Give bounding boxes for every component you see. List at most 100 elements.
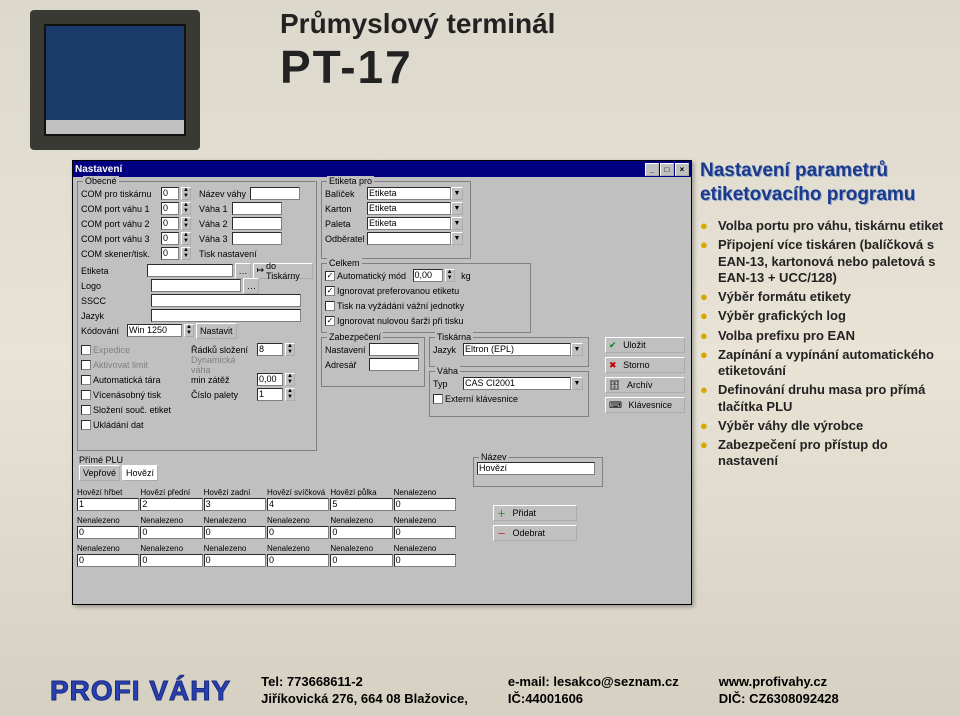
chk-Složení souč. etiket[interactable] bbox=[81, 405, 91, 415]
bullet-1: Připojení více tiskáren (balíčková s EAN… bbox=[700, 237, 950, 286]
btn-klavesnice[interactable]: ⌨ Klávesnice bbox=[605, 397, 685, 413]
logo-browse[interactable]: … bbox=[243, 278, 259, 294]
label-logo: Logo bbox=[81, 281, 149, 291]
group-celkem-title: Celkem bbox=[327, 258, 362, 268]
input-auto-mod[interactable]: 0,00 bbox=[413, 269, 443, 282]
bullet-6: Definování druhu masa pro přímá tlačítka… bbox=[700, 382, 950, 415]
plu-cell[interactable]: 0 bbox=[77, 554, 139, 567]
obecne-val2-1[interactable] bbox=[232, 202, 282, 215]
input-nazev[interactable]: Hovězí bbox=[477, 462, 595, 475]
plu-cell[interactable]: 0 bbox=[204, 554, 266, 567]
chk-Ukládání dat[interactable] bbox=[81, 420, 91, 430]
footer: PROFI VÁHY Tel: 773668611-2 Jiříkovická … bbox=[0, 674, 960, 708]
plu-cell[interactable]: 0 bbox=[77, 526, 139, 539]
group-nazev-title: Název bbox=[479, 452, 509, 462]
obecne-spin-1[interactable]: ▲▼ bbox=[181, 202, 191, 215]
obecne-val2-3[interactable] bbox=[232, 232, 282, 245]
plu-cell[interactable]: 0 bbox=[267, 554, 329, 567]
input-jazyk[interactable] bbox=[151, 309, 301, 322]
plu-cell[interactable]: 0 bbox=[330, 554, 392, 567]
combo-etpro-3[interactable]: ▼ bbox=[367, 232, 463, 245]
input-sscc[interactable] bbox=[151, 294, 301, 307]
btn-pridat[interactable]: ＋ Přidat bbox=[493, 505, 577, 521]
plu-cell[interactable]: 3 bbox=[204, 498, 266, 511]
footer-logo: PROFI VÁHY bbox=[50, 675, 231, 707]
plu-cell[interactable]: 5 bbox=[330, 498, 392, 511]
obecne-val2-0[interactable] bbox=[250, 187, 300, 200]
obecne-val-3[interactable]: 0 bbox=[161, 232, 179, 245]
combo-etpro-2[interactable]: Etiketa▼ bbox=[367, 217, 463, 230]
close-button[interactable]: × bbox=[675, 163, 689, 176]
input-etiketa[interactable] bbox=[147, 264, 232, 277]
btn-nastavit[interactable]: Nastavit bbox=[196, 323, 237, 339]
auto-mod-spinner[interactable]: ▲▼ bbox=[445, 269, 455, 282]
obecne-val-2[interactable]: 0 bbox=[161, 217, 179, 230]
etiketa-browse[interactable]: … bbox=[235, 263, 251, 279]
inp-min zátěž[interactable]: 0,00 bbox=[257, 373, 283, 386]
plu-cell[interactable]: 0 bbox=[394, 526, 456, 539]
btn-do-tiskarny[interactable]: ↦ do Tiskárny bbox=[253, 263, 314, 279]
chk-Automatická tára[interactable] bbox=[81, 375, 91, 385]
chk-ignore-pref[interactable]: ✓ bbox=[325, 286, 335, 296]
obecne-label-1: COM port váhu 1 bbox=[81, 204, 159, 214]
plu-cell[interactable]: 2 bbox=[140, 498, 202, 511]
combo-etpro-0[interactable]: Etiketa▼ bbox=[367, 187, 463, 200]
plu-grid: Hovězí hřbetHovězí předníHovězí zadníHov… bbox=[77, 487, 457, 567]
obecne-val2-2[interactable] bbox=[232, 217, 282, 230]
btn-archiv[interactable]: 🗄 Archív bbox=[605, 377, 685, 393]
inp-Číslo palety[interactable]: 1 bbox=[257, 388, 283, 401]
group-zabezpeceni: Zabezpečení Nastavení Adresář bbox=[321, 337, 425, 387]
plu-tab-hovezi[interactable]: Hovězí bbox=[122, 465, 158, 481]
input-kodovani[interactable]: Win 1250 bbox=[127, 324, 182, 337]
obecne-spin-4[interactable]: ▲▼ bbox=[181, 247, 191, 260]
plu-tab-veprove[interactable]: Vepřové bbox=[79, 465, 120, 481]
plu-cell[interactable]: 0 bbox=[140, 526, 202, 539]
side-heading-1: Nastavení parametrů bbox=[700, 160, 950, 182]
chk-Vícenásobný tisk[interactable] bbox=[81, 390, 91, 400]
btn-ulozit[interactable]: ✔ Uložit bbox=[605, 337, 685, 353]
combo-tiskarna-jazyk[interactable]: Eltron (EPL)▼ bbox=[463, 343, 583, 356]
kodovani-spinner[interactable]: ▲▼ bbox=[184, 324, 194, 337]
plu-cell[interactable]: 0 bbox=[394, 498, 456, 511]
chk-auto-mod[interactable]: ✓ bbox=[325, 271, 335, 281]
chk-ignore-nul[interactable]: ✓ bbox=[325, 316, 335, 326]
minimize-button[interactable]: _ bbox=[645, 163, 659, 176]
obecne-val-4[interactable]: 0 bbox=[161, 247, 179, 260]
obecne-val-0[interactable]: 0 bbox=[161, 187, 179, 200]
label-kodovani: Kódování bbox=[81, 326, 125, 336]
plu-cell[interactable]: 4 bbox=[267, 498, 329, 511]
obecne-spin-0[interactable]: ▲▼ bbox=[181, 187, 191, 200]
input-zab-nastaveni[interactable] bbox=[369, 343, 419, 356]
plu-cell[interactable]: 0 bbox=[140, 554, 202, 567]
btn-odebrat[interactable]: － Odebrat bbox=[493, 525, 577, 541]
plu-cell[interactable]: 1 bbox=[77, 498, 139, 511]
spin-Číslo palety[interactable]: ▲▼ bbox=[285, 388, 295, 401]
group-zabezpeceni-title: Zabezpečení bbox=[327, 332, 383, 342]
obecne-spin-3[interactable]: ▲▼ bbox=[181, 232, 191, 245]
chk-Aktivovat limit bbox=[81, 360, 91, 370]
combo-vaha-typ[interactable]: CAS CI2001▼ bbox=[463, 377, 583, 390]
obecne-val-1[interactable]: 0 bbox=[161, 202, 179, 215]
plu-cell[interactable]: 0 bbox=[204, 526, 266, 539]
input-logo[interactable] bbox=[151, 279, 241, 292]
obecne-spin-2[interactable]: ▲▼ bbox=[181, 217, 191, 230]
product-title: Průmyslový terminál PT-17 bbox=[280, 8, 555, 94]
bullet-3: Výběr grafických log bbox=[700, 308, 950, 324]
obecne-label-0: COM pro tiskárnu bbox=[81, 189, 159, 199]
maximize-button[interactable]: □ bbox=[660, 163, 674, 176]
title-line2: PT-17 bbox=[280, 40, 555, 94]
chk-Expedice bbox=[81, 345, 91, 355]
input-zab-adresar[interactable] bbox=[369, 358, 419, 371]
group-etiketa-pro: Etiketa pro Balíček Etiketa▼Karton Etike… bbox=[321, 181, 471, 259]
spin-min zátěž[interactable]: ▲▼ bbox=[285, 373, 295, 386]
btn-storno[interactable]: ✖ Storno bbox=[605, 357, 685, 373]
plu-cell[interactable]: 0 bbox=[394, 554, 456, 567]
spin-Řádků složení[interactable]: ▲▼ bbox=[285, 343, 295, 356]
plu-cell[interactable]: 0 bbox=[330, 526, 392, 539]
chk-ext-klavesnice[interactable] bbox=[433, 394, 443, 404]
monitor-graphic bbox=[30, 10, 200, 150]
inp-Řádků složení[interactable]: 8 bbox=[257, 343, 283, 356]
combo-etpro-1[interactable]: Etiketa▼ bbox=[367, 202, 463, 215]
plu-cell[interactable]: 0 bbox=[267, 526, 329, 539]
chk-tisk-vyzadani[interactable] bbox=[325, 301, 335, 311]
